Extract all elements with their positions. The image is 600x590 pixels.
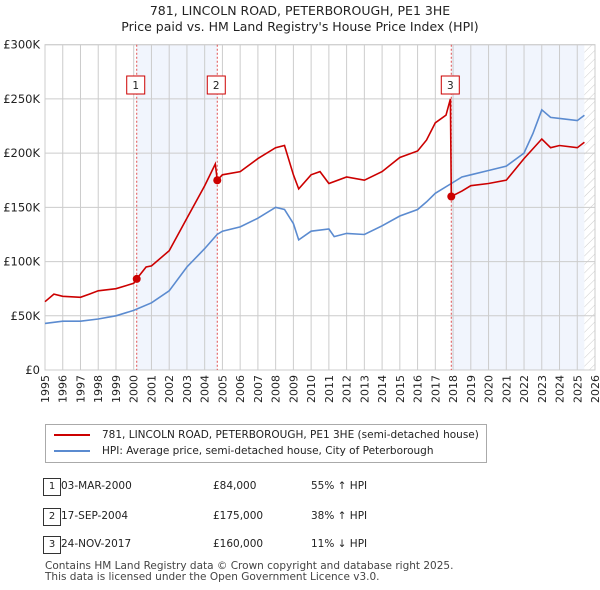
x-tick-label: 2014 [376,375,389,403]
y-tick-label: £0 [25,363,40,377]
y-tick-label: £50K [11,309,41,323]
legend-label: HPI: Average price, semi-detached house,… [102,445,434,457]
x-tick-label: 1997 [74,375,87,403]
sale-marker-badge: 1 [43,478,61,496]
x-tick-label: 2011 [323,375,336,403]
sale-price: £160,000 [213,538,264,550]
x-tick-label: 2005 [216,375,229,403]
x-tick-label: 2000 [128,375,141,403]
sale-marker-label: 1 [132,80,139,92]
sale-marker-badge: 3 [43,536,61,554]
hpi-line [44,108,585,325]
chart-subtitle: Price paid vs. HM Land Registry's House … [121,19,479,34]
legend-item-property: 781, LINCOLN ROAD, PETERBOROUGH, PE1 3HE… [54,429,479,441]
footer-line: Contains HM Land Registry data © Crown c… [45,560,454,572]
sale-marker-box [440,75,460,95]
x-tick-label: 2016 [412,375,425,403]
x-tick-label: 2010 [305,375,318,403]
sale-marker-box [206,75,226,95]
x-tick-label: 2007 [252,375,265,403]
sale-hpi-diff: 38% ↑ HPI [311,510,368,522]
x-tick-label: 2009 [287,375,300,403]
x-tick-label: 2023 [536,375,549,403]
x-tick-label: 2022 [518,375,531,403]
x-tick-label: 2025 [571,375,584,403]
x-tick-label: 2006 [234,375,247,403]
y-tick-label: £300K [3,38,40,52]
x-tick-label: 2002 [163,375,176,403]
sale-point [213,176,222,185]
x-tick-label: 2018 [447,375,460,403]
x-tick-label: 2021 [500,375,513,403]
sale-marker-label: 3 [447,80,454,92]
sale-marker-box [126,75,146,95]
x-tick-label: 2017 [429,375,442,403]
sale-point [447,192,456,201]
y-tick-label: £100K [3,255,40,269]
sale-hpi-diff: 55% ↑ HPI [311,480,368,492]
sale-point [132,274,141,283]
sale-hpi-diff: 11% ↓ HPI [311,538,368,550]
x-tick-label: 2024 [554,375,567,403]
sale-marker-badge: 2 [43,508,61,526]
x-tick-label: 2012 [341,375,354,403]
chart-legend: 781, LINCOLN ROAD, PETERBOROUGH, PE1 3HE… [45,424,487,463]
legend-item-hpi: HPI: Average price, semi-detached house,… [54,445,434,457]
y-tick-label: £150K [3,200,40,214]
plot-frame [44,44,596,371]
x-tick-label: 2019 [465,375,478,403]
x-tick-label: 1996 [57,375,70,403]
x-tick-label: 2013 [358,375,371,403]
sale-price: £84,000 [213,480,257,492]
x-tick-label: 2004 [199,375,212,403]
x-tick-label: 1995 [39,375,52,403]
x-tick-label: 2020 [483,375,496,403]
x-tick-label: 1999 [110,375,123,403]
sale-price: £175,000 [213,510,264,522]
x-tick-label: 2015 [394,375,407,403]
sale-marker-label: 2 [213,80,220,92]
sale-date: 24-NOV-2017 [61,538,132,550]
x-tick-label: 2008 [270,375,283,403]
x-tick-label: 2001 [145,375,158,403]
legend-label: 781, LINCOLN ROAD, PETERBOROUGH, PE1 3HE… [102,429,479,441]
x-tick-label: 1998 [92,375,105,403]
chart-title: 781, LINCOLN ROAD, PETERBOROUGH, PE1 3HE [149,3,451,18]
x-tick-label: 2003 [181,375,194,403]
sale-date: 03-MAR-2000 [61,480,132,492]
price-chart: 1995 1996 1997 1998 1999 2000 2001 2002 2003 2004… [3,38,600,403]
x-tick-label: 2026 [589,375,600,403]
footer-line: This data is licensed under the Open Gov… [45,571,380,583]
y-tick-label: £200K [3,146,40,160]
sale-date: 17-SEP-2004 [61,510,129,522]
footer: Contains HM Land Registry data © Crown c… [45,561,453,583]
y-tick-label: £250K [3,92,40,106]
